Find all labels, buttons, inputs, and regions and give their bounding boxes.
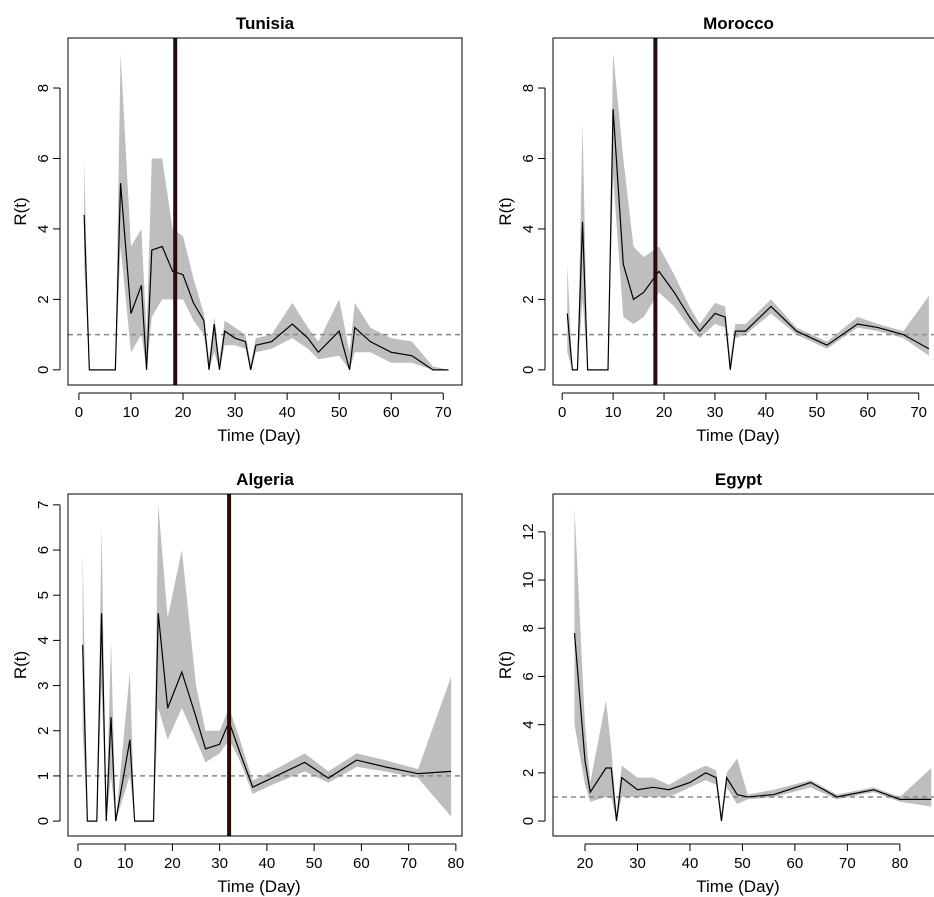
x-tick-label: 40 <box>259 855 276 872</box>
x-tick-label: 20 <box>164 855 181 872</box>
x-tick-label: 20 <box>175 404 192 421</box>
x-tick-label: 40 <box>279 404 296 421</box>
plot-frame <box>67 37 463 386</box>
x-tick-label: 10 <box>605 404 622 421</box>
x-tick-label: 40 <box>682 855 699 872</box>
panel: 0 10 20 30 40 50 60 70 0 2 4 6 8 Tunisia Time (Day) R(t… <box>11 14 463 445</box>
x-tick-label: 60 <box>859 404 876 421</box>
rt-line <box>82 613 452 822</box>
plot-frame <box>67 493 463 837</box>
plot-frame <box>552 37 934 386</box>
x-tick-label: 70 <box>839 855 856 872</box>
y-axis-label: R(t) <box>496 651 515 679</box>
x-tick-label: 0 <box>75 404 83 421</box>
y-tick-label: 6 <box>520 672 537 680</box>
x-tick-label: 10 <box>117 855 134 872</box>
y-tick-label: 2 <box>520 295 537 303</box>
x-axis-label: Time (Day) <box>696 426 779 445</box>
y-tick-label: 10 <box>520 572 537 589</box>
x-tick-label: 60 <box>787 855 804 872</box>
x-tick-label: 0 <box>74 855 82 872</box>
x-tick-label: 10 <box>123 404 140 421</box>
y-tick-label: 8 <box>35 84 52 92</box>
x-tick-label: 40 <box>758 404 775 421</box>
panel: 0 10 20 30 40 50 60 70 0 2 4 6 8 Morocco Time (Day) R(t… <box>496 14 934 445</box>
y-tick-label: 2 <box>35 295 52 303</box>
y-tick-label: 6 <box>520 154 537 162</box>
y-tick-label: 5 <box>35 591 52 599</box>
x-axis-label: Time (Day) <box>696 877 779 896</box>
rt-line <box>573 633 932 822</box>
x-tick-label: 70 <box>435 404 452 421</box>
x-tick-label: 30 <box>629 855 646 872</box>
panel: 0 10 20 30 40 50 60 70 80 0 1 2 3 4 5 6 7 Algeria Time (Da… <box>11 470 464 896</box>
x-tick-label: 50 <box>331 404 348 421</box>
y-tick-label: 2 <box>35 727 52 735</box>
confidence-band <box>574 507 932 822</box>
x-tick-label: 80 <box>891 855 908 872</box>
y-tick-label: 12 <box>520 523 537 540</box>
rt-line <box>83 183 449 371</box>
x-tick-label: 60 <box>353 855 370 872</box>
chart-title: Egypt <box>715 470 763 489</box>
y-tick-label: 7 <box>35 501 52 509</box>
x-tick-label: 80 <box>448 855 465 872</box>
x-tick-label: 50 <box>734 855 751 872</box>
y-tick-label: 4 <box>35 636 52 644</box>
y-tick-label: 0 <box>520 817 537 825</box>
chart-title: Tunisia <box>236 14 295 33</box>
y-tick-label: 2 <box>520 769 537 777</box>
plot-area <box>68 38 462 385</box>
y-tick-label: 8 <box>520 624 537 632</box>
x-axis-label: Time (Day) <box>217 877 300 896</box>
y-tick-label: 4 <box>520 225 537 233</box>
confidence-band <box>567 52 929 370</box>
chart-title: Algeria <box>236 470 294 489</box>
y-axis-label: R(t) <box>11 197 30 225</box>
y-tick-label: 4 <box>520 720 537 728</box>
x-tick-label: 30 <box>211 855 228 872</box>
confidence-band <box>84 52 449 370</box>
y-tick-label: 1 <box>35 772 52 780</box>
rt-line <box>566 109 930 371</box>
chart-title: Morocco <box>703 14 774 33</box>
y-axis-label: R(t) <box>496 197 515 225</box>
y-tick-label: 0 <box>35 366 52 374</box>
x-tick-label: 60 <box>383 404 400 421</box>
y-tick-label: 8 <box>520 84 537 92</box>
y-tick-label: 0 <box>520 366 537 374</box>
x-tick-label: 50 <box>808 404 825 421</box>
x-tick-label: 0 <box>558 404 566 421</box>
x-axis-label: Time (Day) <box>217 426 300 445</box>
y-tick-label: 6 <box>35 546 52 554</box>
confidence-band <box>82 504 452 822</box>
x-tick-label: 30 <box>227 404 244 421</box>
x-tick-label: 50 <box>306 855 323 872</box>
plot-area <box>553 507 934 822</box>
panel: 20 30 40 50 60 70 80 0 2 4 6 8 10 12 Egypt Time (Day) R(… <box>496 470 934 896</box>
x-tick-label: 70 <box>400 855 417 872</box>
x-tick-label: 30 <box>707 404 724 421</box>
x-tick-label: 70 <box>910 404 927 421</box>
y-tick-label: 3 <box>35 681 52 689</box>
plot-area <box>553 38 934 385</box>
plot-area <box>68 494 462 836</box>
y-axis-label: R(t) <box>11 651 30 679</box>
x-tick-label: 20 <box>656 404 673 421</box>
y-tick-label: 4 <box>35 225 52 233</box>
x-tick-label: 20 <box>577 855 594 872</box>
plot-frame <box>552 493 934 837</box>
y-tick-label: 0 <box>35 817 52 825</box>
y-tick-label: 6 <box>35 154 52 162</box>
